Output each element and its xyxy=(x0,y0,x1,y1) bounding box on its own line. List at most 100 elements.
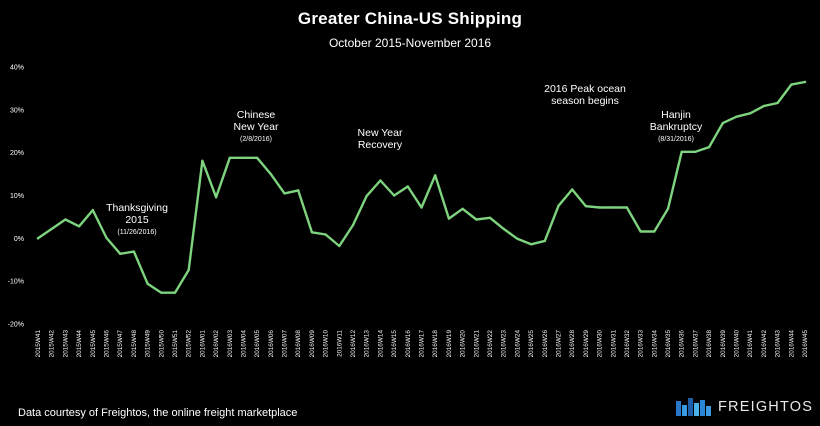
data-point xyxy=(653,230,656,233)
x-tick-label: 2015W45 xyxy=(90,330,97,358)
x-tick-label: 2016W33 xyxy=(638,330,645,358)
data-point xyxy=(201,159,204,163)
data-point xyxy=(255,156,259,160)
annotation-label: 2015 xyxy=(125,214,149,226)
annotation-label: season begins xyxy=(551,95,619,107)
x-tick-label: 2015W50 xyxy=(158,330,165,358)
x-tick-label: 2016W14 xyxy=(377,330,384,358)
x-tick-label: 2015W52 xyxy=(186,330,193,358)
x-tick-label: 2016W34 xyxy=(651,330,658,358)
data-point xyxy=(379,179,382,182)
x-tick-label: 2016W38 xyxy=(706,330,713,358)
x-tick-label: 2016W20 xyxy=(460,330,467,358)
data-point xyxy=(146,282,149,285)
data-point xyxy=(762,104,766,108)
brand-logo: FREIGHTOS xyxy=(676,398,813,416)
data-point xyxy=(694,150,697,154)
x-tick-label: 2015W49 xyxy=(145,330,152,358)
data-point xyxy=(420,206,423,209)
data-point xyxy=(488,216,492,219)
brand-name: FREIGHTOS xyxy=(718,399,814,415)
data-point xyxy=(790,83,793,86)
data-point xyxy=(516,237,519,240)
x-tick-label: 2016W25 xyxy=(528,330,535,358)
x-tick-label: 2016W30 xyxy=(597,330,604,358)
data-point xyxy=(365,194,368,198)
data-point xyxy=(338,244,341,248)
data-point xyxy=(50,227,53,231)
x-tick-label: 2016W31 xyxy=(610,330,617,358)
x-tick-label: 2016W03 xyxy=(227,330,234,358)
data-point xyxy=(214,196,218,199)
data-point xyxy=(392,194,396,197)
x-tick-label: 2016W28 xyxy=(569,330,576,358)
data-point xyxy=(91,208,94,212)
x-tick-label: 2016W12 xyxy=(350,330,357,358)
data-point xyxy=(598,206,601,209)
data-point xyxy=(173,291,177,294)
y-tick-label: -20% xyxy=(8,322,24,329)
data-point xyxy=(283,192,286,195)
x-tick-label: 2016W07 xyxy=(282,330,289,358)
x-tick-label: 2015W51 xyxy=(172,330,179,358)
data-point xyxy=(132,250,136,253)
annotation-label: New Year xyxy=(234,121,279,133)
y-tick-label: 20% xyxy=(10,150,24,157)
x-tick-label: 2016W35 xyxy=(665,330,672,358)
chart-title: Greater China-US Shipping xyxy=(297,9,523,28)
annotation-date: (11/26/2016) xyxy=(117,229,156,236)
data-point xyxy=(269,172,273,176)
y-tick-label: 30% xyxy=(10,107,24,114)
x-tick-label: 2016W43 xyxy=(775,330,782,358)
x-tick-label: 2015W44 xyxy=(76,330,83,358)
x-tick-label: 2016W40 xyxy=(734,330,741,358)
x-tick-label: 2016W23 xyxy=(501,330,508,358)
x-tick-label: 2016W27 xyxy=(555,330,562,358)
x-tick-label: 2016W32 xyxy=(624,330,631,358)
annotation-label: Bankruptcy xyxy=(650,121,703,133)
data-point xyxy=(187,268,190,272)
x-tick-label: 2016W04 xyxy=(240,330,247,358)
data-point xyxy=(803,80,807,84)
data-point xyxy=(666,207,670,210)
x-tick-label: 2016W16 xyxy=(405,330,412,358)
x-tick-label: 2015W42 xyxy=(49,330,56,358)
x-tick-label: 2016W15 xyxy=(391,330,398,358)
freightos-logo-icon xyxy=(676,398,711,416)
x-tick-label: 2016W45 xyxy=(802,330,809,358)
data-point xyxy=(447,217,451,220)
annotation-date: (8/31/2016) xyxy=(658,136,694,143)
x-axis: 2015W41 2015W42 2015W43 2015W44 2015W45 2015W… xyxy=(35,330,809,358)
data-point xyxy=(680,150,683,154)
data-point xyxy=(502,227,505,231)
y-tick-label: -10% xyxy=(8,279,24,286)
y-tick-label: 0% xyxy=(14,236,24,243)
data-point xyxy=(543,239,546,243)
data-point xyxy=(721,121,725,125)
data-point xyxy=(612,206,615,209)
data-point xyxy=(64,218,67,221)
x-tick-label: 2016W13 xyxy=(364,330,371,358)
x-tick-label: 2016W17 xyxy=(419,330,426,358)
data-point xyxy=(297,189,300,192)
data-point xyxy=(324,233,327,236)
x-tick-label: 2016W37 xyxy=(692,330,699,358)
data-point xyxy=(707,145,711,149)
annotation-label: Hanjin xyxy=(661,109,691,121)
series-layer xyxy=(36,80,807,294)
y-tick-label: 10% xyxy=(10,193,24,200)
data-point xyxy=(310,231,314,234)
x-tick-label: 2015W48 xyxy=(131,330,138,358)
y-tick-label: 40% xyxy=(10,65,24,72)
source-note: Data courtesy of Freightos, the online f… xyxy=(18,407,298,419)
data-point xyxy=(749,112,752,115)
data-point xyxy=(529,243,533,246)
x-tick-label: 2015W47 xyxy=(117,330,124,358)
x-tick-label: 2016W36 xyxy=(679,330,686,358)
annotation-label: Chinese xyxy=(237,109,276,121)
x-tick-label: 2016W11 xyxy=(336,330,343,357)
x-tick-label: 2016W01 xyxy=(199,330,206,358)
x-tick-label: 2016W42 xyxy=(761,330,768,358)
annotation-label: New Year xyxy=(358,127,403,139)
